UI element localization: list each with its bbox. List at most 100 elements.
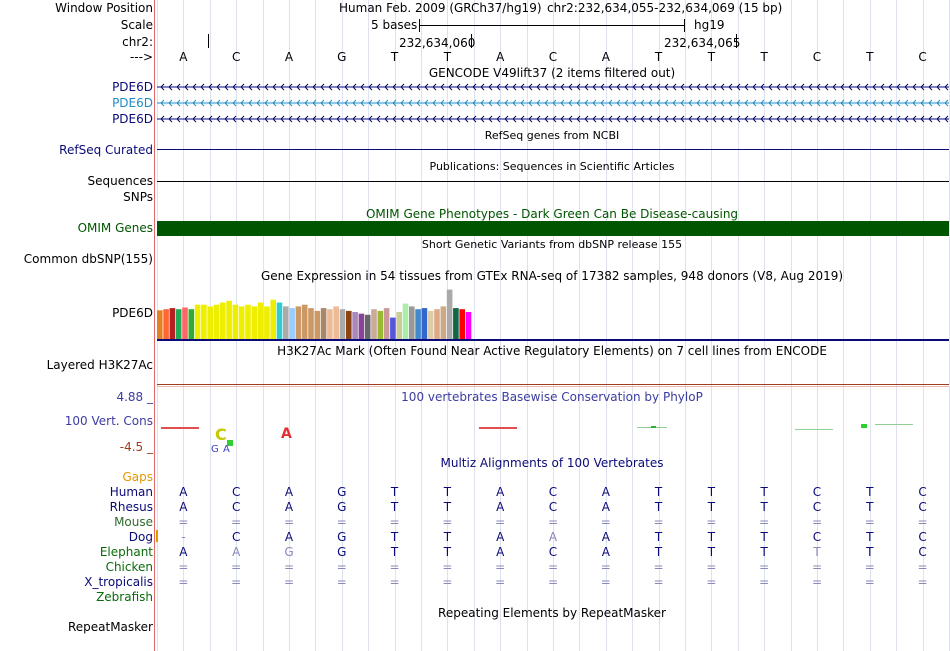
- strand-arrow: [368, 115, 373, 123]
- gtex-tissue-bar[interactable]: [358, 313, 365, 340]
- phylop-mark: [479, 427, 517, 429]
- gtex-tissue-bar[interactable]: [415, 309, 421, 340]
- gtex-tissue-bar[interactable]: [446, 289, 453, 340]
- gtex-tissue-bar[interactable]: [364, 314, 371, 340]
- gencode-item-label-1[interactable]: PDE6D: [112, 80, 153, 94]
- gtex-tissue-bar[interactable]: [421, 308, 428, 340]
- gtex-label[interactable]: PDE6D: [112, 306, 153, 320]
- gencode-item-label-2[interactable]: PDE6D: [112, 96, 153, 110]
- gtex-tissue-bar[interactable]: [427, 310, 434, 340]
- gencode-title[interactable]: GENCODE V49lift37 (2 items filtered out): [428, 66, 676, 80]
- strand-arrow: [744, 99, 749, 107]
- phylop-title[interactable]: 100 vertebrates Basewise Conservation by…: [401, 390, 703, 404]
- strand-arrow: [464, 99, 469, 107]
- gtex-tissue-bar[interactable]: [163, 309, 169, 340]
- strand-arrow: [912, 99, 917, 107]
- gtex-title[interactable]: Gene Expression in 54 tissues from GTEx …: [260, 269, 844, 283]
- gtex-tissue-bar[interactable]: [283, 306, 289, 340]
- gencode-item-label-3[interactable]: PDE6D: [112, 112, 153, 126]
- gtex-tissue-bar[interactable]: [339, 309, 346, 340]
- multiz-title[interactable]: Multiz Alignments of 100 Vertebrates: [440, 456, 664, 470]
- phylop-label[interactable]: 100 Vert. Cons: [64, 414, 153, 428]
- multiz-species-label[interactable]: Human: [109, 485, 153, 499]
- gtex-tissue-bar[interactable]: [320, 308, 327, 340]
- multiz-species-label[interactable]: Mouse: [114, 515, 153, 529]
- gtex-tissue-bar[interactable]: [333, 306, 339, 340]
- gencode-gene-strand-3[interactable]: [157, 114, 949, 124]
- gtex-tissue-bar[interactable]: [245, 304, 251, 340]
- gtex-tissue-bar[interactable]: [194, 304, 201, 340]
- gtex-tissue-bar[interactable]: [175, 309, 182, 340]
- strand-arrow: [560, 115, 565, 123]
- gtex-expression-chart[interactable]: [157, 284, 549, 340]
- phylop-conservation-plot[interactable]: C G A A: [157, 418, 949, 458]
- gtex-tissue-bar[interactable]: [352, 312, 358, 340]
- gtex-tissue-bar[interactable]: [314, 310, 321, 340]
- refseq-label[interactable]: RefSeq Curated: [59, 143, 153, 157]
- multiz-species-label[interactable]: Dog: [128, 530, 153, 544]
- multiz-species-label[interactable]: Zebrafish: [96, 590, 153, 604]
- gencode-gene-strand-1[interactable]: [157, 82, 949, 92]
- gtex-tissue-bar[interactable]: [390, 317, 396, 340]
- h3k27-label[interactable]: Layered H3K27Ac: [46, 358, 153, 372]
- multiz-species-label[interactable]: Elephant: [99, 545, 153, 559]
- refseq-title[interactable]: RefSeq genes from NCBI: [484, 129, 620, 142]
- gtex-tissue-bar[interactable]: [295, 306, 302, 340]
- dbsnp-label[interactable]: Common dbSNP(155): [23, 252, 153, 266]
- gtex-tissue-bar[interactable]: [157, 310, 163, 340]
- gtex-tissue-bar[interactable]: [276, 302, 283, 341]
- gtex-tissue-bar[interactable]: [264, 306, 270, 340]
- gtex-tissue-bar[interactable]: [409, 306, 415, 340]
- gtex-tissue-bar[interactable]: [459, 309, 465, 340]
- gtex-tissue-bar[interactable]: [402, 303, 409, 340]
- omim-label[interactable]: OMIM Genes: [77, 221, 153, 235]
- pubs-sequence-line[interactable]: [157, 181, 949, 182]
- omim-title[interactable]: OMIM Gene Phenotypes - Dark Green Can Be…: [365, 207, 739, 221]
- gtex-tissue-bar[interactable]: [182, 307, 188, 341]
- strand-arrow: [872, 83, 877, 91]
- snps-label[interactable]: SNPs: [123, 190, 153, 204]
- strand-arrow: [272, 99, 277, 107]
- gtex-tissue-bar[interactable]: [383, 308, 390, 340]
- gtex-tissue-bar[interactable]: [465, 312, 472, 340]
- gtex-tissue-bar[interactable]: [257, 302, 264, 341]
- gtex-tissue-bar[interactable]: [251, 306, 258, 340]
- gtex-tissue-bar[interactable]: [434, 309, 440, 340]
- dbsnp-title[interactable]: Short Genetic Variants from dbSNP releas…: [421, 238, 683, 251]
- h3k27-signal-line[interactable]: [157, 384, 949, 385]
- gtex-tissue-bar[interactable]: [453, 308, 459, 340]
- gencode-gene-strand-2[interactable]: [157, 98, 949, 108]
- pubs-title[interactable]: Publications: Sequences in Scientific Ar…: [429, 160, 675, 173]
- gtex-tissue-bar[interactable]: [226, 300, 232, 340]
- gtex-tissue-bar[interactable]: [213, 304, 220, 340]
- gtex-tissue-bar[interactable]: [346, 310, 352, 340]
- omim-phenotype-bar[interactable]: [157, 221, 949, 236]
- gtex-tissue-bar[interactable]: [371, 309, 377, 340]
- gtex-tissue-bar[interactable]: [308, 308, 314, 340]
- gtex-tissue-bar[interactable]: [207, 306, 213, 340]
- gtex-tissue-bar[interactable]: [238, 306, 245, 340]
- h3k27-title[interactable]: H3K27Ac Mark (Often Found Near Active Re…: [277, 344, 827, 358]
- pubs-label[interactable]: Sequences: [87, 174, 153, 188]
- gtex-tissue-bar[interactable]: [188, 309, 195, 340]
- strand-arrow: [504, 83, 509, 91]
- gtex-tissue-bar[interactable]: [396, 312, 402, 340]
- repeat-title[interactable]: Repeating Elements by RepeatMasker: [438, 606, 666, 620]
- repeat-label[interactable]: RepeatMasker: [67, 620, 153, 634]
- multiz-species-label[interactable]: Rhesus: [109, 500, 153, 514]
- gtex-tissue-bar[interactable]: [220, 302, 226, 341]
- multiz-species-label[interactable]: Chicken: [105, 560, 153, 574]
- gtex-tissue-bar[interactable]: [440, 306, 447, 340]
- gtex-tissue-bar[interactable]: [169, 308, 176, 340]
- gtex-tissue-bar[interactable]: [377, 310, 384, 340]
- gtex-tissue-bar[interactable]: [301, 304, 308, 340]
- gtex-tissue-bar[interactable]: [270, 299, 276, 340]
- multiz-species-label[interactable]: X_tropicalis: [84, 575, 153, 589]
- gtex-tissue-bar[interactable]: [201, 304, 207, 340]
- gtex-tissue-bar[interactable]: [327, 309, 333, 340]
- gtex-tissue-bar[interactable]: [289, 308, 295, 340]
- gaps-label[interactable]: Gaps: [122, 470, 153, 484]
- gtex-tissue-bar[interactable]: [232, 304, 239, 340]
- refseq-gene-line[interactable]: [157, 149, 949, 150]
